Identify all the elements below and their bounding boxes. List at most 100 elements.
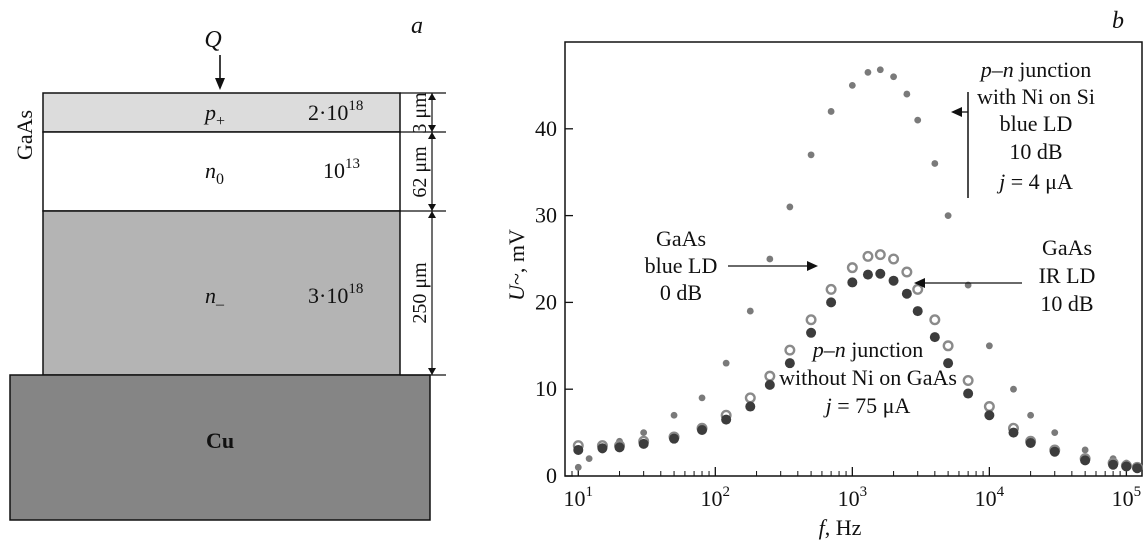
data-point: [985, 342, 993, 350]
annotation-gaas-ir-line2: IR LD: [1039, 263, 1096, 288]
annotation-ni-si-line4: 10 dB: [1009, 139, 1062, 164]
data-point: [862, 250, 874, 262]
data-point: [929, 314, 941, 326]
data-point: [574, 463, 582, 471]
data-point: [746, 307, 754, 315]
data-point: [722, 359, 730, 367]
data-point: [1010, 385, 1017, 393]
data-point: [914, 116, 922, 124]
data-point: [943, 358, 954, 369]
copper-substrate: [9, 374, 431, 521]
data-point: [847, 277, 858, 288]
layer-n-zero-name: n0: [205, 158, 224, 188]
data-point: [912, 283, 924, 295]
thickness-p-plus: 3 μm: [409, 92, 431, 134]
data-point: [640, 429, 648, 436]
annotation-no-ni-line3: j = 75 μA: [823, 393, 911, 418]
panel-a: a Q GaAs p+ n0 n– 2·1018 1013 3·1018: [9, 13, 446, 521]
data-point: [721, 414, 732, 425]
data-point: [1051, 429, 1059, 436]
data-point: [876, 66, 884, 74]
data-point: [826, 297, 837, 308]
data-point: [942, 340, 954, 352]
data-point: [903, 90, 911, 98]
data-point: [984, 410, 995, 421]
y-tick-label: 30: [535, 203, 557, 228]
layer-p-plus-name: p+: [203, 100, 225, 130]
panel-b-letter: b: [1112, 8, 1124, 34]
data-point: [962, 375, 974, 387]
data-point: [784, 358, 795, 369]
data-point: [912, 306, 923, 317]
annotation-ni-si-line5: j = 4 μA: [996, 169, 1073, 194]
data-point: [944, 212, 952, 220]
thickness-dimensions: [400, 92, 446, 376]
thickness-n-zero: 62 μm: [409, 146, 431, 198]
data-point: [1027, 411, 1035, 419]
annotation-gaas-ir-line3: 10 dB: [1040, 291, 1093, 316]
y-tick-label: 0: [546, 463, 557, 488]
annotation-ni-si-line1: p–n junction: [979, 57, 1092, 82]
data-point: [1049, 446, 1060, 457]
data-point: [573, 444, 584, 455]
plot-frame: [564, 41, 1143, 477]
heat-flux-arrowhead: [215, 78, 225, 90]
data-point: [846, 262, 858, 274]
data-point: [827, 108, 835, 115]
annotation-gaas-ir-line1: GaAs: [1042, 235, 1092, 260]
layer-p-plus-doping: 2·1018: [308, 98, 363, 125]
data-point: [1121, 461, 1132, 472]
data-point: [1132, 463, 1143, 474]
data-point: [1025, 438, 1036, 449]
annotation-ni-si-line3: blue LD: [1000, 111, 1073, 136]
data-point: [1008, 427, 1019, 438]
data-point: [614, 442, 625, 453]
x-tick-label: 102: [701, 484, 731, 511]
data-point: [806, 327, 817, 338]
annotation-no-ni-line2: without Ni on GaAs: [779, 365, 957, 390]
data-point: [890, 73, 897, 81]
annotation-arrowhead-gaas-ir: [914, 278, 925, 288]
annotation-gaas-blue-line1: GaAs: [656, 226, 706, 251]
material-label: GaAs: [12, 110, 37, 160]
layer-n-zero: [42, 131, 401, 212]
data-point: [983, 401, 995, 413]
data-point: [766, 255, 774, 263]
annotation-arrowhead-ni-si: [951, 107, 962, 117]
data-point: [1081, 446, 1089, 454]
data-point: [888, 275, 899, 286]
data-point: [697, 424, 708, 435]
y-tick-label: 40: [535, 116, 557, 141]
data-point: [963, 388, 974, 399]
panel-a-letter: a: [411, 13, 423, 39]
data-point: [744, 392, 756, 404]
data-point: [825, 283, 837, 295]
annotation-ni-si-line2: with Ni on Si: [977, 84, 1095, 109]
data-point: [807, 151, 815, 159]
data-point: [1080, 455, 1091, 466]
data-point: [670, 411, 678, 419]
x-tick-label: 104: [975, 484, 1005, 511]
data-point: [597, 443, 608, 454]
data-point: [888, 253, 900, 265]
annotation-gaas-blue-line2: blue LD: [645, 253, 718, 278]
data-point: [745, 401, 756, 412]
heat-flux-label: Q: [204, 27, 221, 53]
data-series: [572, 66, 1143, 474]
data-point: [764, 379, 775, 390]
series-1: [574, 66, 1141, 471]
y-tick-label: 10: [535, 376, 557, 401]
x-tick-label: 105: [1112, 484, 1142, 511]
data-point: [638, 438, 649, 449]
layer-n-minus-doping: 3·1018: [308, 281, 363, 308]
data-point: [862, 269, 873, 280]
data-point: [669, 433, 680, 444]
layer-n-minus-name: n–: [205, 283, 225, 313]
data-point: [585, 455, 593, 463]
data-point: [929, 332, 940, 343]
data-point: [901, 266, 913, 278]
x-tick-label: 101: [564, 484, 594, 511]
data-point: [764, 370, 776, 382]
